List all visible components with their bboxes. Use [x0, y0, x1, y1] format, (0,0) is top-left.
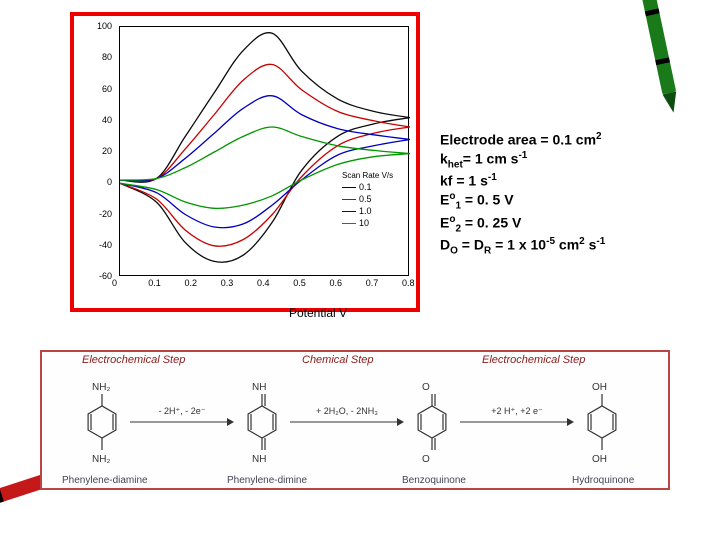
param-area: Electrode area = 0.1 cm2	[440, 130, 700, 149]
svg-text:NH₂: NH₂	[92, 454, 110, 465]
xtick: 0.4	[257, 278, 270, 288]
svg-text:OH: OH	[592, 382, 607, 393]
cv-curves	[120, 27, 410, 277]
ytick: 80	[90, 52, 112, 62]
crayon-green-icon	[638, 0, 683, 114]
reagent-text: - 2H⁺, - 2e⁻	[158, 406, 205, 416]
svg-text:O: O	[422, 382, 430, 393]
molecule: OH OH	[588, 382, 616, 465]
ytick: -20	[90, 209, 112, 219]
scheme-label-2: Phenylene-dimine	[227, 475, 307, 486]
molecule: NH NH	[248, 382, 276, 465]
svg-text:NH: NH	[252, 382, 266, 393]
x-axis-label: Potential V	[289, 306, 347, 320]
xtick: 0.6	[330, 278, 343, 288]
scheme-label-1: Phenylene-diamine	[62, 475, 148, 486]
ytick: 60	[90, 84, 112, 94]
param-e2: Eo2 = 0. 25 V	[440, 213, 700, 235]
cv-chart-container: ECE mechanism Current μA Potential V A →…	[70, 12, 420, 312]
parameters-block: Electrode area = 0.1 cm2 khet= 1 cm s-1 …	[440, 130, 700, 258]
ytick: 40	[90, 115, 112, 125]
svg-text:OH: OH	[592, 454, 607, 465]
xtick: 0.5	[293, 278, 306, 288]
reaction-scheme: Electrochemical Step Chemical Step Elect…	[40, 350, 670, 490]
ytick: 100	[90, 21, 112, 31]
xtick: 0.7	[366, 278, 379, 288]
param-d: DO = DR = 1 x 10-5 cm2 s-1	[440, 235, 700, 257]
param-khet: khet= 1 cm s-1	[440, 149, 700, 171]
molecule: OO	[418, 382, 446, 465]
legend-item: 10	[342, 218, 369, 228]
molecule: NH₂ NH₂	[88, 382, 116, 465]
ytick: -40	[90, 240, 112, 250]
scheme-header-2: Chemical Step	[302, 354, 374, 366]
reagent-text: + 2H₂O, - 2NH₃	[316, 406, 378, 416]
param-kf: kf = 1 s-1	[440, 171, 700, 190]
param-e1: Eo1 = 0. 5 V	[440, 190, 700, 212]
xtick: 0.8	[402, 278, 415, 288]
scheme-label-3: Benzoquinone	[402, 475, 466, 486]
ytick: 20	[90, 146, 112, 156]
scheme-label-4: Hydroquinone	[572, 475, 634, 486]
legend-item: 1.0	[342, 206, 372, 216]
ytick: -60	[90, 271, 112, 281]
xtick: 0	[112, 278, 117, 288]
plot-area	[119, 26, 409, 276]
scheme-svg: NH₂NH₂NHNHOOOHOH - 2H⁺, - 2e⁻+ 2H₂O, - 2…	[42, 352, 672, 492]
xtick: 0.1	[148, 278, 161, 288]
svg-text:NH₂: NH₂	[92, 382, 110, 393]
legend-title: Scan Rate V/s	[342, 171, 393, 180]
scheme-header-1: Electrochemical Step	[82, 354, 185, 366]
svg-text:NH: NH	[252, 454, 266, 465]
svg-text:O: O	[422, 454, 430, 465]
legend-item: 0.5	[342, 194, 372, 204]
xtick: 0.3	[221, 278, 234, 288]
scheme-header-3: Electrochemical Step	[482, 354, 585, 366]
xtick: 0.2	[185, 278, 198, 288]
ytick: 0	[90, 177, 112, 187]
reagent-text: +2 H⁺, +2 e⁻	[491, 406, 543, 416]
legend-item: 0.1	[342, 182, 372, 192]
